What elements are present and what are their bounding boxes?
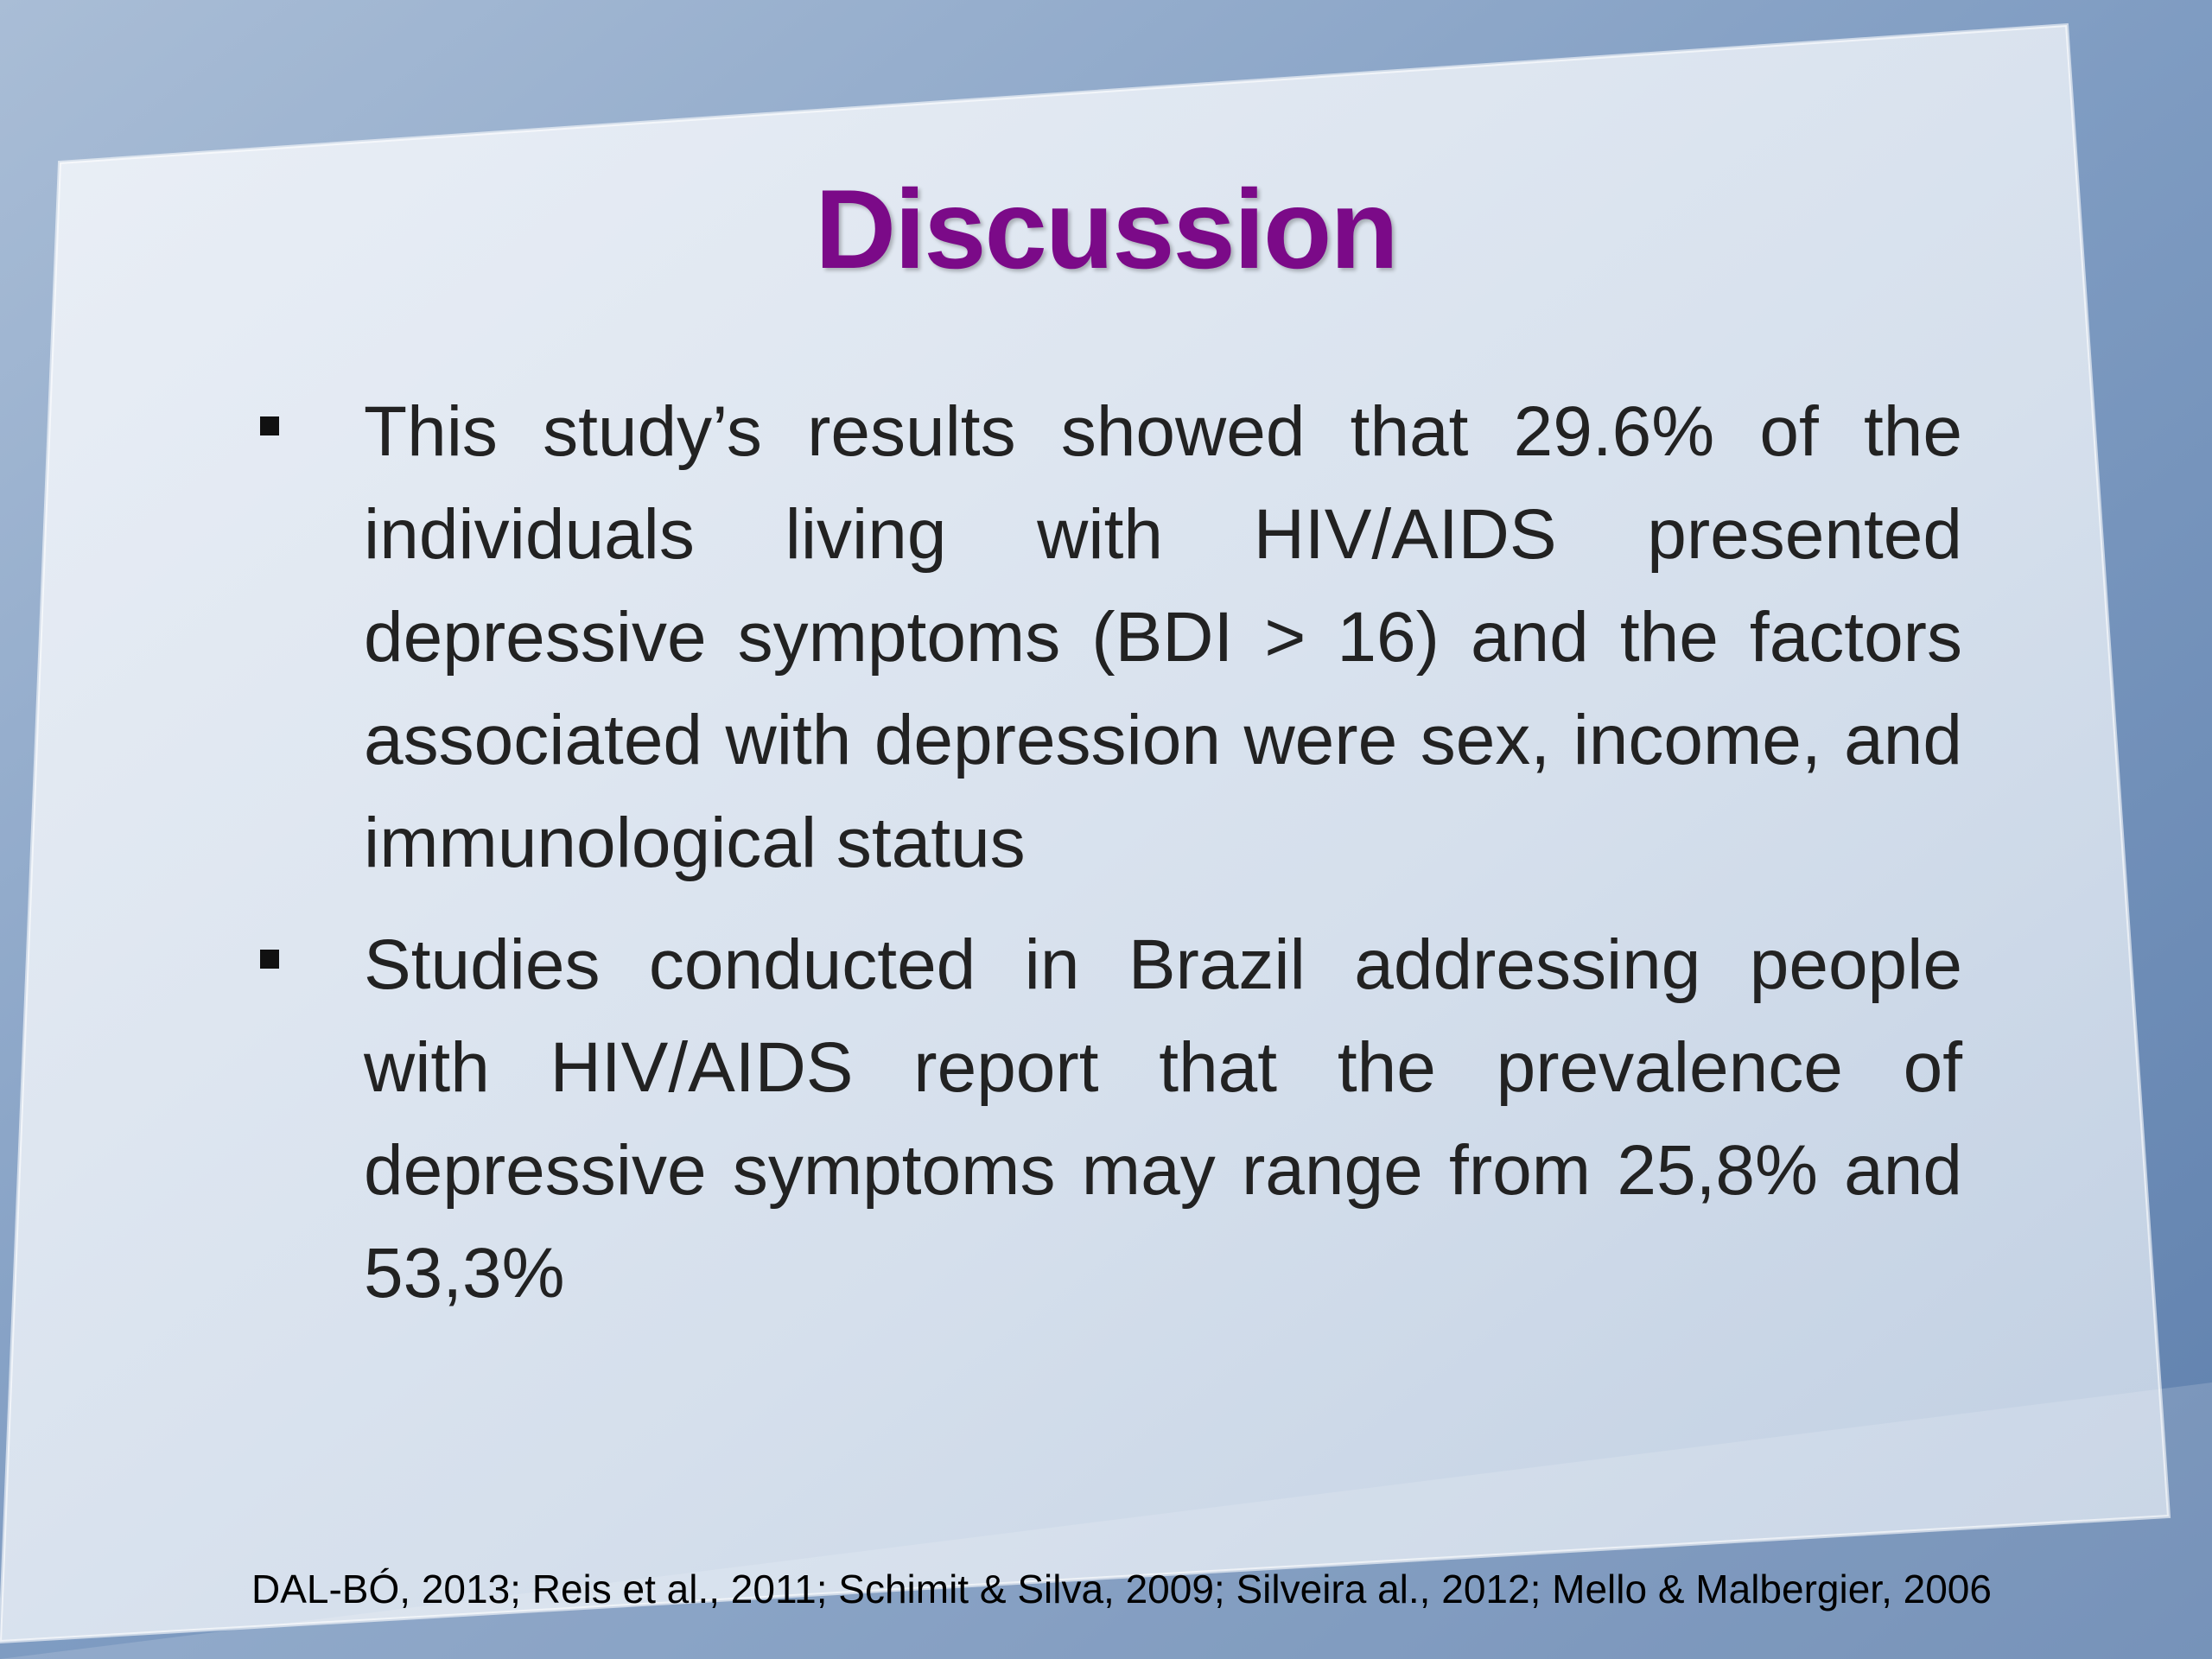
bullet-item: Studies conducted in Brazil addressing p… (260, 913, 1962, 1325)
bullet-list: This study’s results showed that 29.6% o… (260, 380, 1962, 1344)
citation: DAL-BÓ, 2013; Reis et al., 2011; Schimit… (251, 1567, 1992, 1611)
bullet-item: This study’s results showed that 29.6% o… (260, 380, 1962, 894)
slide-title: Discussion (815, 166, 1399, 292)
